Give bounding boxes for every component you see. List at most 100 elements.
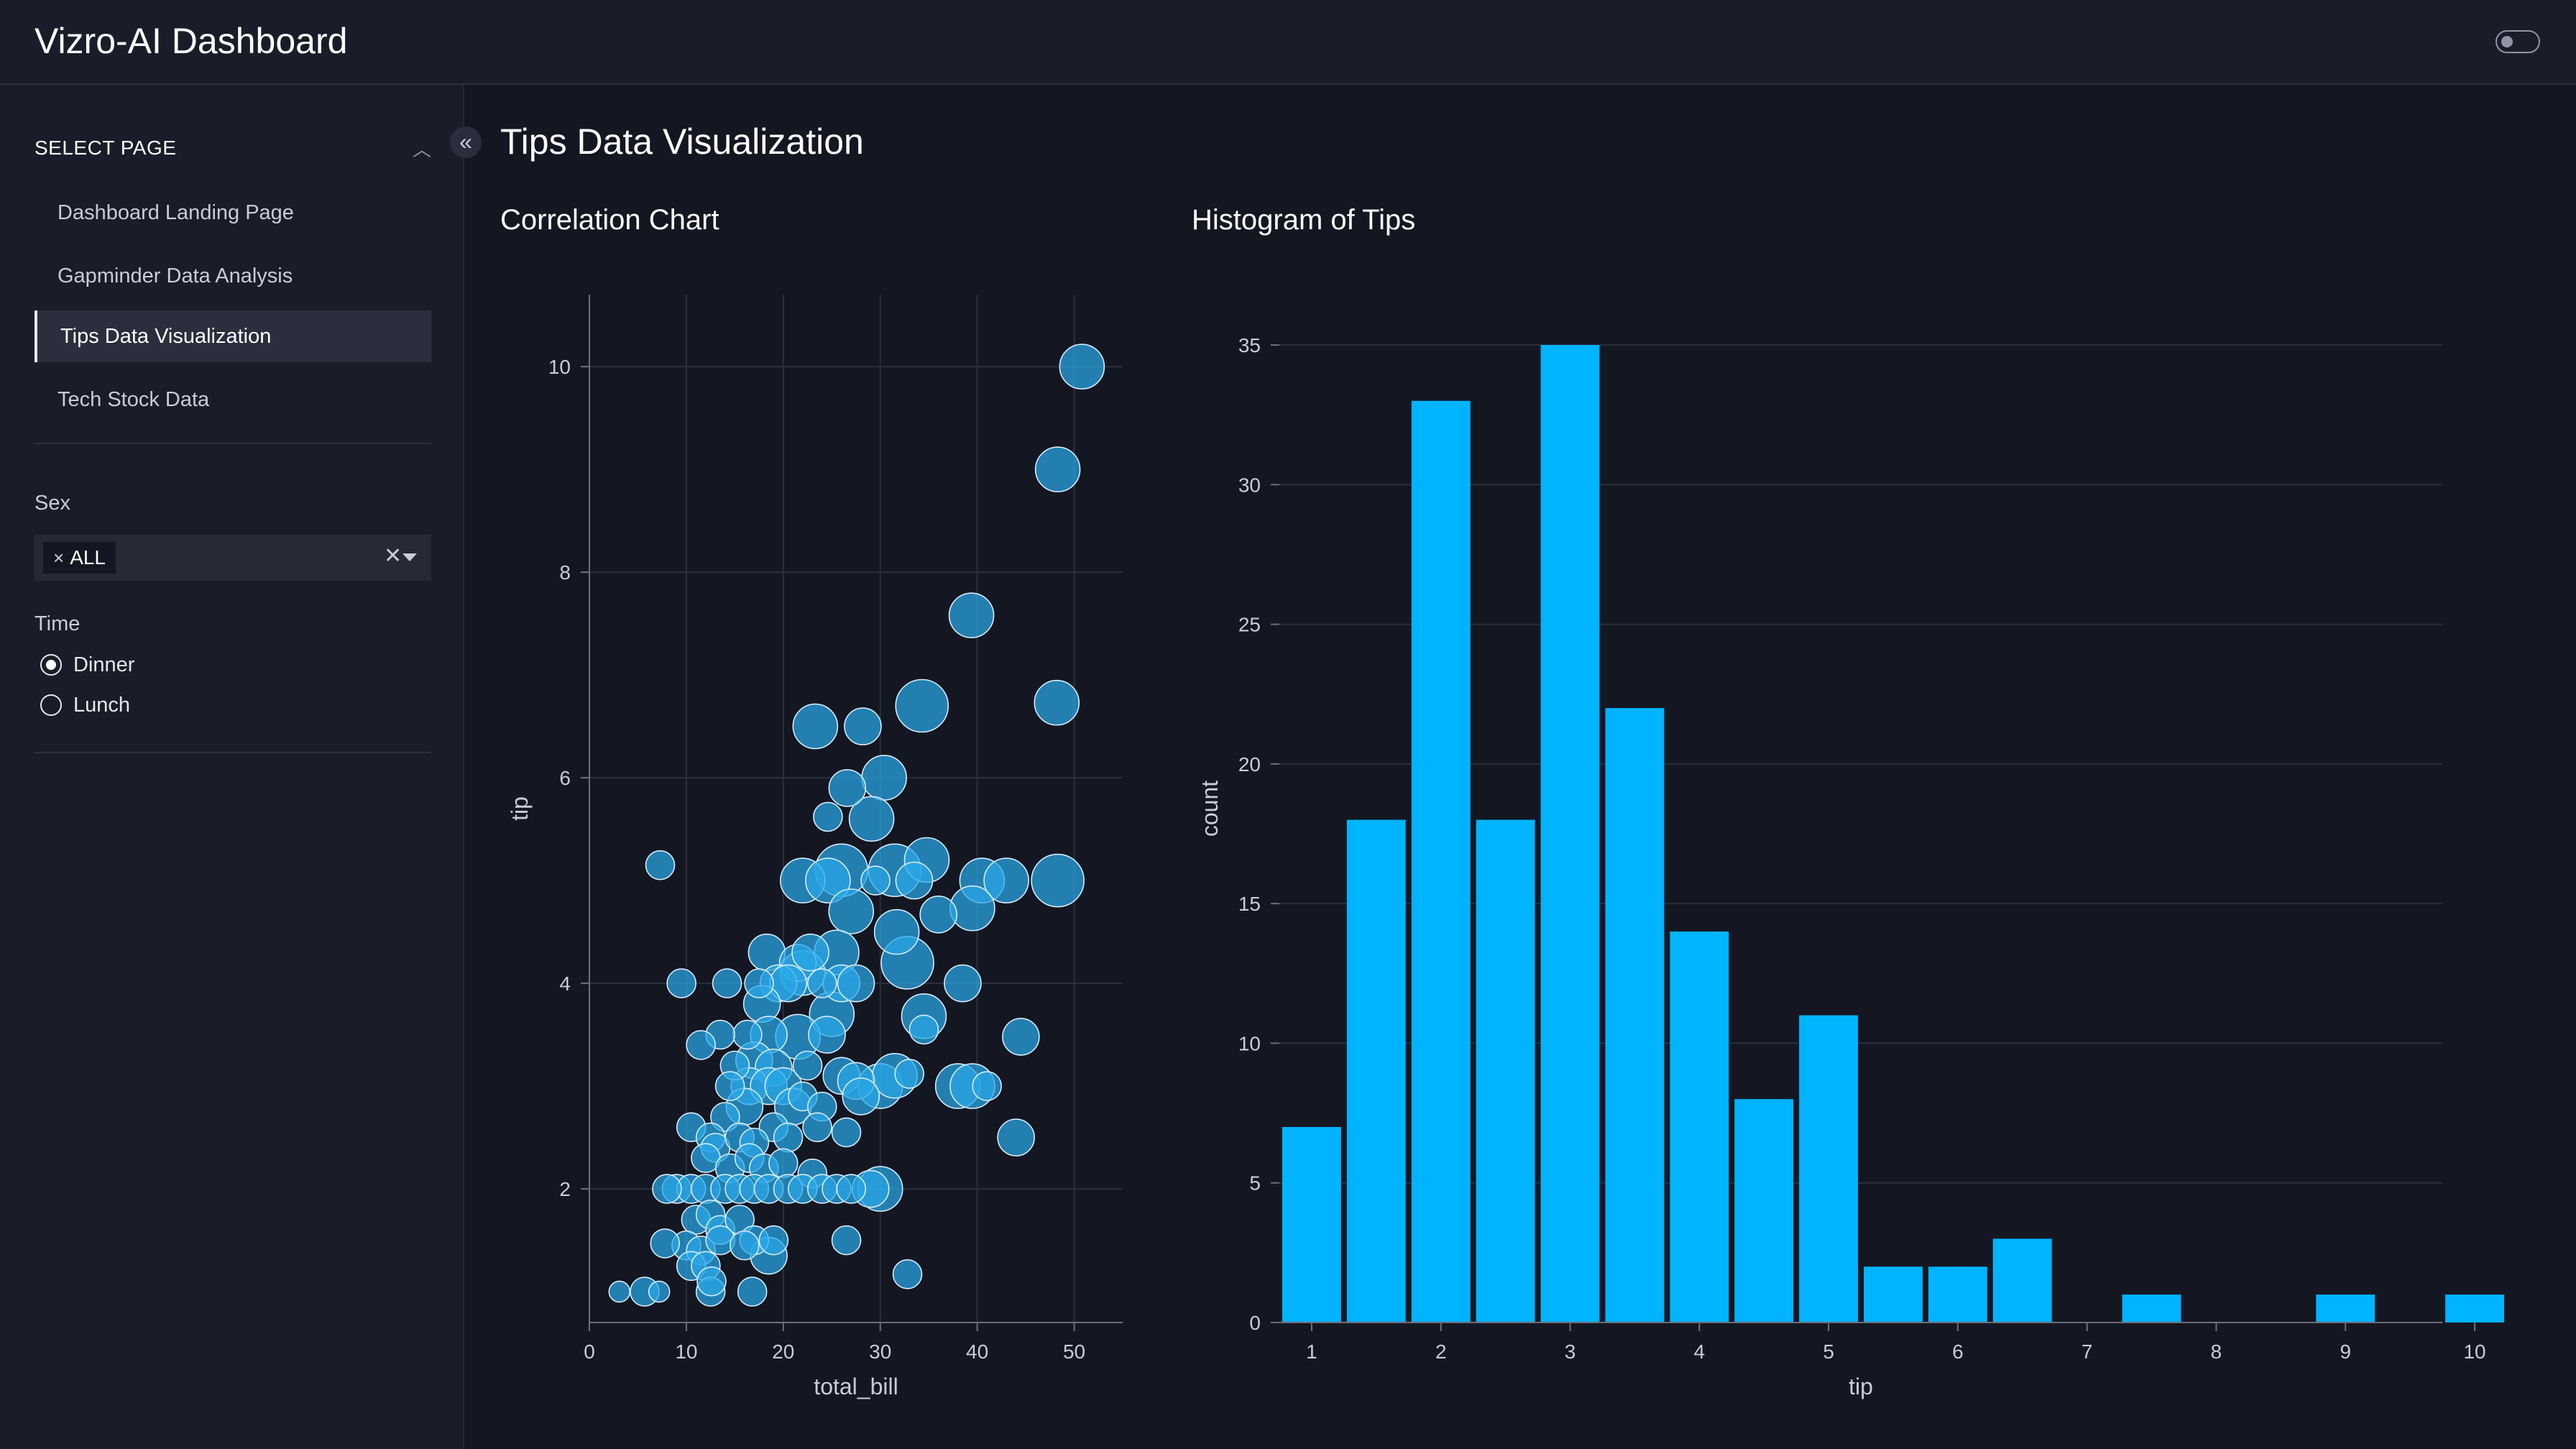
x-tick-label: 4 [1694, 1340, 1706, 1363]
x-axis-label: tip [1849, 1374, 1873, 1399]
nav-item-tech-stock-data[interactable]: Tech Stock Data [58, 388, 210, 411]
scatter-point [1034, 446, 1081, 492]
scatter-point [730, 1230, 760, 1261]
scatter-point [944, 964, 982, 1003]
selected-chip-all[interactable]: × ALL [43, 542, 116, 574]
x-tick-label: 0 [584, 1340, 595, 1363]
chip-remove-icon[interactable]: × [53, 547, 65, 569]
y-tick-label: 0 [1249, 1312, 1261, 1334]
x-tick-label: 20 [772, 1340, 794, 1363]
sex-filter-dropdown[interactable]: × ALL ✕ [34, 535, 431, 581]
sex-filter-label: Sex [34, 492, 70, 515]
histogram-bar [2316, 1294, 2375, 1322]
scatter-point [652, 1174, 682, 1204]
correlation-chart-title: Correlation Chart [500, 204, 719, 236]
scatter-point [831, 1225, 862, 1256]
scatter-point [983, 857, 1029, 903]
scatter-point [848, 796, 895, 842]
y-tick-label: 4 [559, 972, 571, 995]
scatter-point [842, 1077, 880, 1116]
x-tick-label: 8 [2211, 1340, 2222, 1363]
scatter-point [860, 865, 891, 896]
scatter-point [828, 769, 867, 807]
chevron-down-icon[interactable] [402, 553, 417, 561]
scatter-point [686, 1030, 716, 1060]
scatter-point [666, 968, 696, 998]
scatter-point [895, 678, 949, 733]
x-tick-label: 2 [1435, 1340, 1447, 1363]
nav-item-gapminder-data-analysis[interactable]: Gapminder Data Analysis [58, 264, 293, 288]
scatter-point [773, 1122, 804, 1153]
scatter-point [744, 968, 774, 998]
histogram-bar [2122, 1294, 2181, 1322]
page-title: Tips Data Visualization [500, 121, 864, 162]
sidebar-divider [34, 443, 431, 444]
collapse-sidebar-button[interactable]: « [450, 126, 482, 158]
chevron-up-icon[interactable]: ︿ [413, 139, 432, 160]
x-tick-label: 3 [1565, 1340, 1576, 1363]
y-tick-label: 2 [559, 1178, 571, 1200]
histogram-bar [1670, 932, 1729, 1322]
scatter-point [873, 908, 920, 955]
scatter-point [1031, 853, 1085, 908]
scatter-point [710, 1102, 740, 1132]
x-tick-label: 7 [2082, 1340, 2093, 1363]
scatter-point [1059, 344, 1105, 390]
x-tick-label: 10 [2463, 1340, 2485, 1363]
x-axis-label: total_bill [814, 1374, 898, 1399]
y-axis-label: tip [507, 796, 533, 821]
scatter-point [732, 1019, 763, 1050]
app-header: Vizro-AI Dashboard [0, 0, 2576, 85]
x-tick-label: 50 [1063, 1340, 1085, 1363]
y-tick-label: 25 [1238, 614, 1261, 636]
scatter-point [802, 1112, 832, 1143]
y-tick-label: 5 [1249, 1172, 1261, 1195]
tips-histogram-chart[interactable]: 0 5 10 15 20 25 30 35 1 2 3 4 5 6 7 8 9 10 tip count [1186, 273, 2523, 1423]
scatter-point [650, 1228, 681, 1259]
scatter-point [806, 968, 837, 998]
scatter-point [828, 888, 875, 934]
scatter-point [894, 1059, 925, 1089]
scatter-point [608, 1280, 631, 1303]
select-page-label[interactable]: SELECT PAGE [34, 137, 177, 159]
x-tick-label: 9 [2340, 1340, 2351, 1363]
scatter-point [805, 857, 851, 903]
scatter-point [648, 1280, 671, 1303]
scatter-point [844, 707, 882, 745]
y-tick-label: 15 [1238, 893, 1261, 915]
radio-unchecked-icon[interactable] [40, 694, 62, 716]
scatter-point [791, 933, 829, 972]
histogram-bar [1799, 1015, 1859, 1322]
scatter-point [645, 850, 676, 880]
histogram-bar [1864, 1266, 1923, 1322]
scatter-point [861, 755, 907, 801]
histogram-bar [1540, 345, 1600, 1322]
scatter-point [831, 1117, 862, 1148]
scatter-point [737, 1276, 768, 1307]
sidebar: SELECT PAGE ︿ Dashboard Landing Page Gap… [0, 85, 464, 1449]
radio-checked-icon[interactable] [40, 654, 62, 676]
histogram-bar [2445, 1294, 2504, 1322]
scatter-point [758, 1225, 789, 1256]
histogram-bar [1605, 708, 1665, 1322]
chip-label: ALL [70, 546, 106, 569]
x-tick-label: 6 [1952, 1340, 1964, 1363]
x-tick-label: 1 [1306, 1340, 1317, 1363]
histogram-bar [1346, 819, 1406, 1322]
histogram-bar [1928, 1266, 1987, 1322]
histogram-bar [1734, 1099, 1794, 1322]
scatter-point [836, 1174, 867, 1204]
y-tick-label: 35 [1238, 334, 1261, 356]
y-tick-label: 10 [1238, 1032, 1261, 1054]
scatter-point [768, 1148, 799, 1179]
clear-icon[interactable]: ✕ [384, 544, 402, 568]
theme-toggle[interactable] [2496, 30, 2540, 53]
scatter-point [792, 703, 839, 750]
scatter-point [972, 1071, 1002, 1101]
correlation-scatter-chart[interactable]: 0 10 20 30 40 50 2 4 6 8 10 total_bill tip [496, 273, 1143, 1423]
x-tick-label: 30 [869, 1340, 891, 1363]
nav-item-tips-data-visualization[interactable]: Tips Data Visualization [34, 310, 431, 362]
radio-label: Dinner [73, 653, 135, 676]
scatter-point [895, 861, 934, 900]
nav-item-dashboard-landing-page[interactable]: Dashboard Landing Page [58, 201, 294, 224]
